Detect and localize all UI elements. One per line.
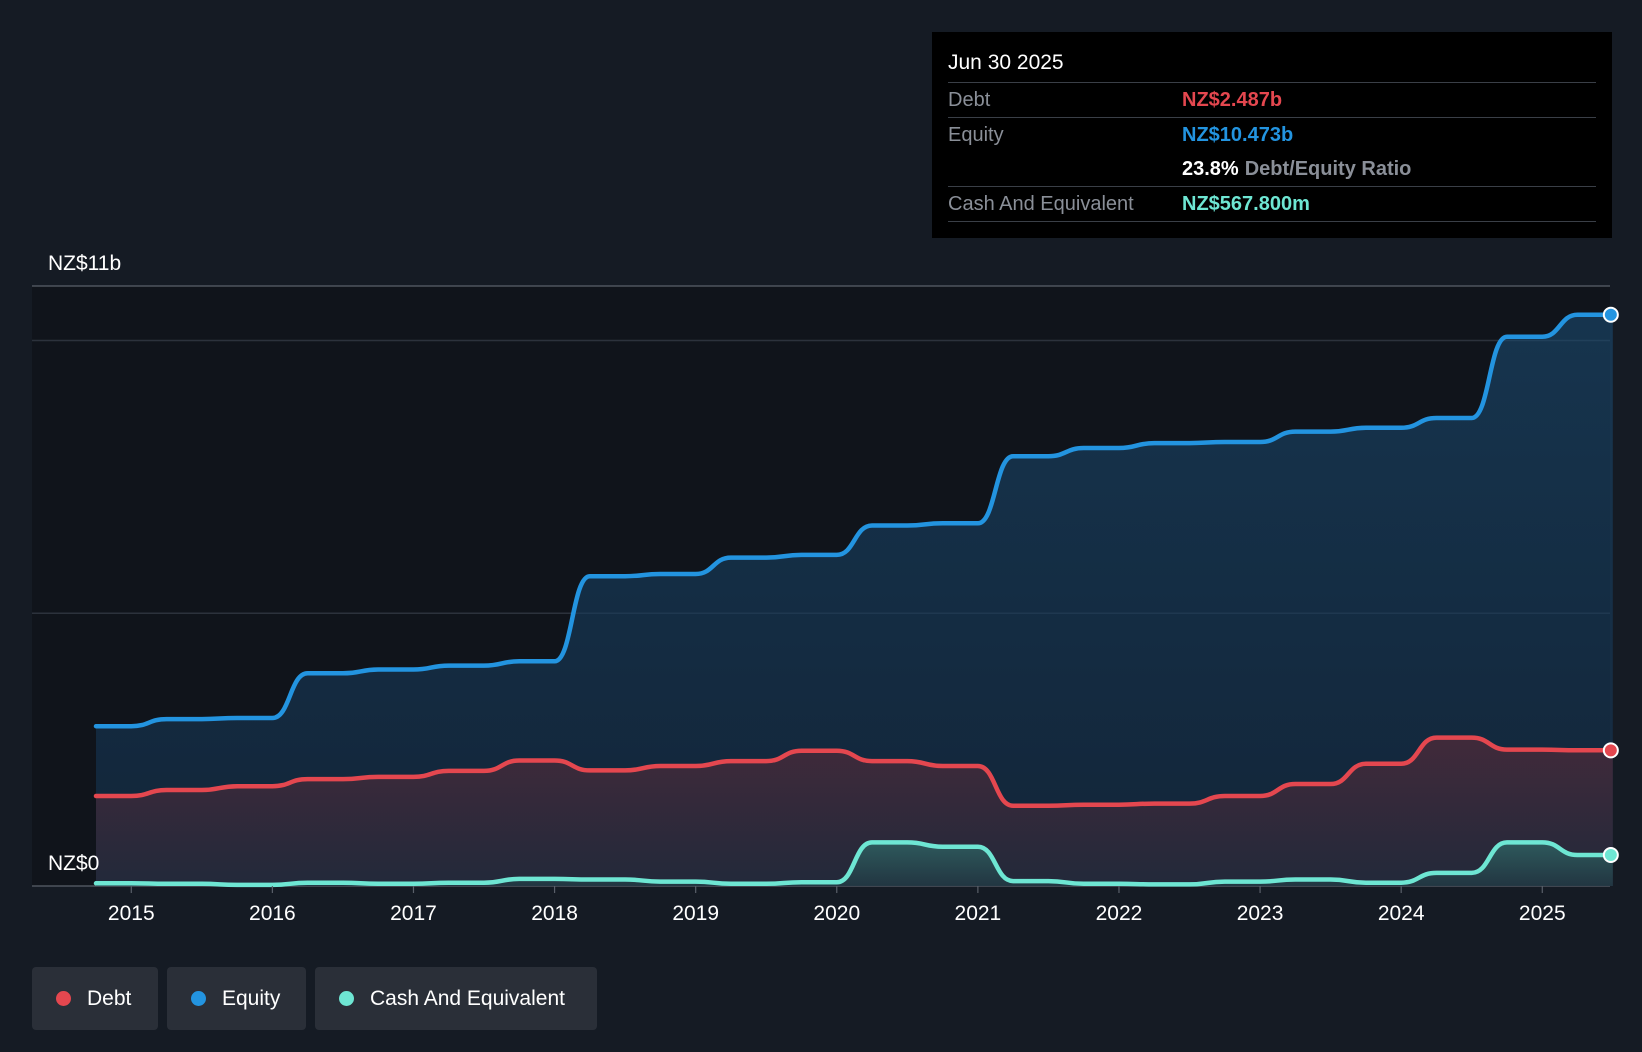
x-tick-label: 2017 [390,902,437,925]
legend-equity-label: Equity [222,986,281,1010]
cash-dot-icon [339,991,354,1006]
x-tick-label: 2025 [1519,902,1566,925]
debt-dot-icon [56,991,71,1006]
tooltip-cash-value: NZ$567.800m [1182,193,1310,215]
legend-item-cash[interactable]: Cash And Equivalent [315,967,597,1030]
tooltip-ratio-label: Debt/Equity Ratio [1244,158,1412,180]
x-tick-label: 2018 [531,902,578,925]
y-axis-top-label: NZ$11b [48,252,121,275]
equity-line [93,312,1616,729]
legend-debt-label: Debt [87,986,132,1010]
cash-line [93,840,1616,888]
debt-end-marker[interactable] [1602,742,1619,759]
x-tick-label: 2023 [1237,902,1284,925]
tooltip-cash-label: Cash And Equivalent [948,193,1134,215]
x-tick-label: 2021 [955,902,1002,925]
equity-area [96,314,1613,886]
tooltip-ratio-row: 23.8% Debt/Equity Ratio [948,152,1596,187]
cash-end-marker[interactable] [1602,847,1619,864]
tooltip-debt-label: Debt [948,89,991,111]
tooltip-equity-label: Equity [948,124,1004,146]
x-tick-label: 2022 [1096,902,1143,925]
tooltip-debt-value: NZ$2.487b [1182,89,1283,111]
legend-item-equity[interactable]: Equity [167,967,306,1030]
x-tick-label: 2020 [813,902,860,925]
debt-line [93,735,1616,809]
equity-end-marker[interactable] [1602,306,1619,323]
equity-dot-icon [191,991,206,1006]
debt-area [96,737,1613,886]
legend-cash-label: Cash And Equivalent [370,986,565,1010]
chart-legend: Debt Equity Cash And Equivalent [32,967,597,1030]
data-tooltip: Jun 30 2025 Debt NZ$2.487b Equity NZ$10.… [932,32,1612,238]
x-tick-label: 2019 [672,902,719,925]
tooltip-cash-row: Cash And Equivalent NZ$567.800m [948,187,1596,222]
x-axis-ticks: 2015 2016 2017 2018 2019 2020 2021 2022 2023 2024… [108,886,1566,925]
tooltip-ratio-value: 23.8% [1182,158,1239,180]
y-axis-bottom-label: NZ$0 [48,852,99,875]
legend-item-debt[interactable]: Debt [32,967,158,1030]
series-end-markers [1602,306,1619,864]
x-tick-label: 2015 [108,902,155,925]
tooltip-equity-row: Equity NZ$10.473b [948,118,1596,152]
x-tick-label: 2016 [249,902,296,925]
tooltip-date: Jun 30 2025 [948,44,1596,83]
series-lines [93,312,1616,888]
tooltip-debt-row: Debt NZ$2.487b [948,83,1596,118]
x-tick-label: 2024 [1378,902,1425,925]
tooltip-equity-value: NZ$10.473b [1182,124,1294,146]
